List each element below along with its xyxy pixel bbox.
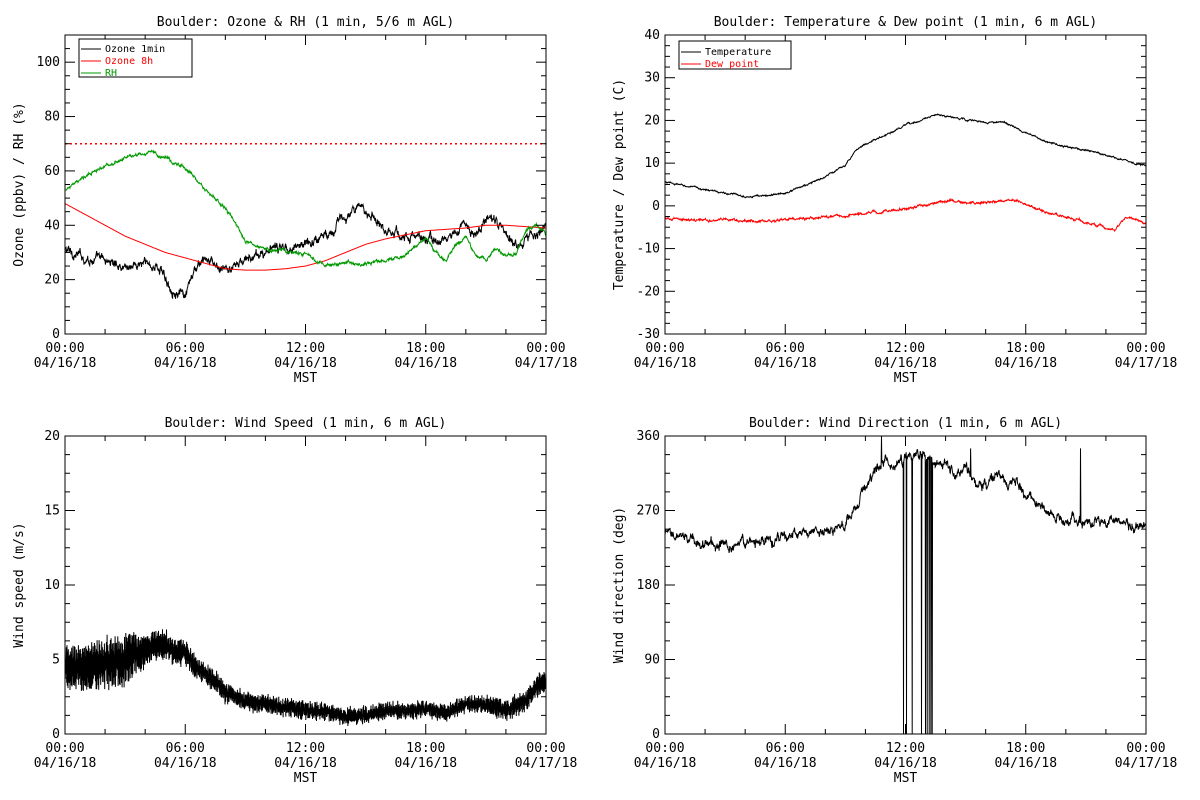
x-tick-time: 06:00 <box>766 741 805 756</box>
x-tick-time: 00:00 <box>45 741 84 756</box>
x-axis-label: MST <box>294 371 318 386</box>
x-tick-time: 00:00 <box>645 341 684 356</box>
y-tick-label: 80 <box>44 110 60 125</box>
data-series-line <box>64 149 547 268</box>
x-tick-time: 00:00 <box>645 741 684 756</box>
y-tick-label: 10 <box>44 578 60 593</box>
x-tick-time: 00:00 <box>526 341 565 356</box>
x-axis-label: MST <box>894 371 918 386</box>
chart-title: Boulder: Ozone & RH (1 min, 5/6 m AGL) <box>157 15 454 30</box>
x-tick-date: 04/16/18 <box>874 356 937 371</box>
x-tick-time: 00:00 <box>45 341 84 356</box>
y-axis-label: Temperature / Dew point (C) <box>612 79 627 290</box>
x-tick-date: 04/16/18 <box>754 356 817 371</box>
x-tick-date: 04/16/18 <box>274 356 337 371</box>
y-tick-label: 20 <box>44 273 60 288</box>
y-tick-label: 0 <box>652 199 660 214</box>
legend-label: Ozone 1min <box>105 44 165 55</box>
ozone-rh-panel: Boulder: Ozone & RH (1 min, 5/6 m AGL) 0 2… <box>12 15 577 386</box>
y-tick-label: 20 <box>44 429 60 444</box>
legend-label: Dew point <box>705 59 759 70</box>
x-tick-time: 06:00 <box>166 341 205 356</box>
x-tick-date: 04/17/18 <box>515 756 578 771</box>
y-axis-label: Wind direction (deg) <box>612 507 627 664</box>
x-tick-date: 04/16/18 <box>754 756 817 771</box>
x-tick-time: 18:00 <box>406 341 445 356</box>
y-tick-label: 5 <box>52 653 60 668</box>
x-tick-date: 04/17/18 <box>515 356 578 371</box>
y-tick-label: 90 <box>644 653 660 668</box>
x-tick-time: 18:00 <box>406 741 445 756</box>
legend-box <box>78 38 193 78</box>
x-tick-date: 04/16/18 <box>154 356 217 371</box>
x-tick-date: 04/16/18 <box>994 356 1057 371</box>
x-tick-date: 04/16/18 <box>154 756 217 771</box>
plot-frame <box>64 435 547 735</box>
y-tick-label: 15 <box>44 504 60 519</box>
data-series-line <box>664 435 1147 735</box>
data-series-line <box>64 203 546 271</box>
x-tick-date: 04/16/18 <box>394 356 457 371</box>
chart-title: Boulder: Wind Speed (1 min, 6 m AGL) <box>165 416 447 431</box>
y-tick-label: 180 <box>637 578 660 593</box>
data-series-line <box>64 202 547 300</box>
x-tick-time: 12:00 <box>286 741 325 756</box>
x-tick-date: 04/16/18 <box>634 756 697 771</box>
x-tick-time: 12:00 <box>886 741 925 756</box>
x-tick-time: 12:00 <box>886 341 925 356</box>
legend-label: Ozone 8h <box>105 56 153 67</box>
x-tick-date: 04/16/18 <box>34 756 97 771</box>
wind-speed-panel: Boulder: Wind Speed (1 min, 6 m AGL) 0 5 10… <box>12 416 577 786</box>
chart-title: Boulder: Wind Direction (1 min, 6 m AGL) <box>749 416 1062 431</box>
data-series-line <box>664 197 1147 233</box>
y-tick-label: 40 <box>44 218 60 233</box>
x-tick-time: 06:00 <box>166 741 205 756</box>
x-tick-date: 04/17/18 <box>1115 356 1178 371</box>
x-axis-label: MST <box>894 771 918 786</box>
x-tick-date: 04/16/18 <box>274 756 337 771</box>
y-axis-label: Wind speed (m/s) <box>12 522 27 647</box>
y-tick-label: 10 <box>644 156 660 171</box>
x-tick-time: 18:00 <box>1006 741 1045 756</box>
y-tick-label: 40 <box>644 28 660 43</box>
y-tick-label: 20 <box>644 113 660 128</box>
x-tick-date: 04/16/18 <box>394 756 457 771</box>
y-tick-label: -20 <box>637 284 660 299</box>
x-tick-date: 04/16/18 <box>634 356 697 371</box>
legend-label: Temperature <box>705 47 771 58</box>
y-tick-label: 0 <box>52 327 60 342</box>
x-axis-label: MST <box>294 771 318 786</box>
x-tick-date: 04/16/18 <box>874 756 937 771</box>
x-tick-date: 04/17/18 <box>1115 756 1178 771</box>
x-tick-time: 18:00 <box>1006 341 1045 356</box>
y-axis-label: Ozone (ppbv) / RH (%) <box>12 102 27 266</box>
data-series-line <box>665 113 1147 199</box>
y-tick-label: -10 <box>637 242 660 257</box>
y-tick-label: 0 <box>52 727 60 742</box>
legend-label: RH <box>105 68 117 79</box>
y-tick-label: 360 <box>637 429 660 444</box>
x-tick-time: 06:00 <box>766 341 805 356</box>
y-tick-label: 30 <box>644 71 660 86</box>
plot-frame <box>664 435 1147 735</box>
plot-frame <box>64 34 547 335</box>
y-tick-label: 60 <box>44 164 60 179</box>
x-tick-date: 04/16/18 <box>34 356 97 371</box>
y-tick-label: 0 <box>652 727 660 742</box>
x-tick-time: 00:00 <box>1126 741 1165 756</box>
temperature-dewpoint-panel: Boulder: Temperature & Dew point (1 min,… <box>612 15 1177 386</box>
y-tick-label: 100 <box>37 55 60 70</box>
x-tick-time: 00:00 <box>1126 341 1165 356</box>
y-tick-label: 270 <box>637 504 660 519</box>
x-tick-time: 00:00 <box>526 741 565 756</box>
plot-frame <box>664 34 1147 335</box>
wind-direction-panel: Boulder: Wind Direction (1 min, 6 m AGL)… <box>612 416 1177 786</box>
y-tick-label: -30 <box>637 327 660 342</box>
x-tick-date: 04/16/18 <box>994 756 1057 771</box>
chart-title: Boulder: Temperature & Dew point (1 min,… <box>714 15 1098 30</box>
data-series-line <box>64 629 547 727</box>
x-tick-time: 12:00 <box>286 341 325 356</box>
